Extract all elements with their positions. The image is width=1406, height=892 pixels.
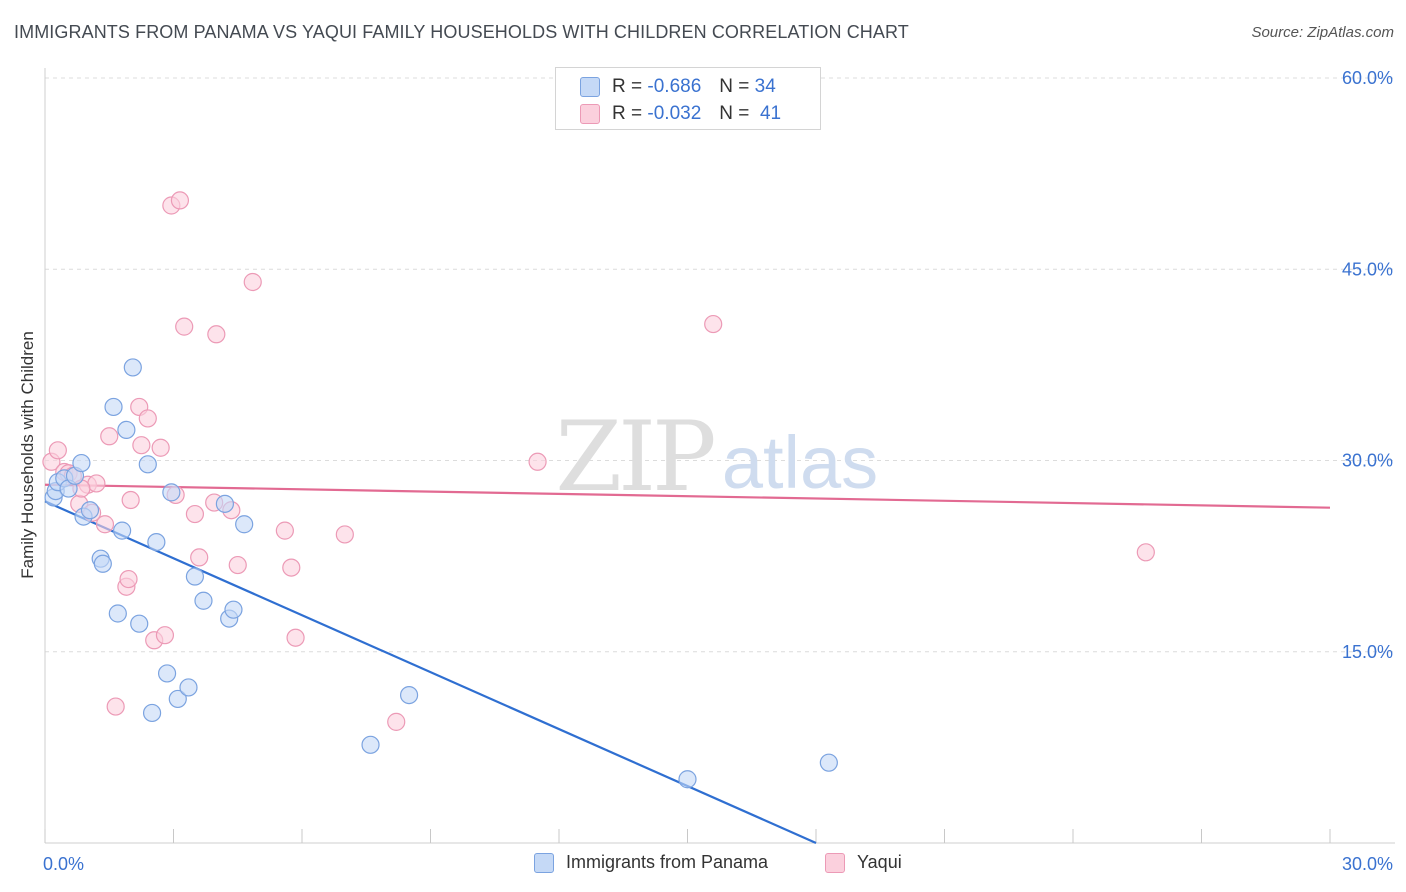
source-credit: Source: ZipAtlas.com: [1251, 24, 1394, 41]
panama-point: [819, 753, 838, 772]
yaqui-point: [207, 325, 226, 344]
yaqui-point: [228, 555, 247, 575]
yaqui-swatch: [580, 104, 600, 124]
legend-row-panama: R = -0.686 N = 34: [580, 74, 776, 100]
panama-swatch: [580, 77, 600, 97]
yaqui-point: [48, 441, 67, 460]
panama-point: [235, 515, 254, 534]
panama-point: [112, 521, 132, 540]
yaqui-point: [170, 191, 190, 210]
r-label: R =: [612, 103, 643, 124]
panama-point: [194, 591, 213, 610]
yaqui-legend-swatch: [825, 852, 845, 873]
y-tick-label: 45.0%: [1342, 259, 1393, 279]
yaqui-point: [282, 558, 301, 577]
panama-point: [361, 735, 380, 754]
panama-point: [104, 397, 123, 417]
yaqui-point: [528, 452, 547, 471]
n-label: N =: [719, 103, 750, 124]
r-label: R =: [612, 76, 643, 97]
panama-point: [117, 420, 136, 439]
yaqui-point: [121, 490, 140, 510]
yaqui-point: [106, 697, 125, 716]
panama-point: [168, 689, 187, 709]
data-points: [42, 191, 1155, 789]
yaqui-trend-line: [44, 483, 1331, 509]
panama-point: [142, 703, 162, 723]
yaqui-point: [704, 314, 723, 334]
series-legend: Immigrants from Panama Yaqui: [0, 852, 1406, 878]
watermark-atlas: atlas: [722, 421, 878, 504]
yaqui-point: [138, 409, 157, 428]
yaqui-point: [1136, 543, 1155, 562]
panama-legend-label: Immigrants from Panama: [566, 852, 769, 872]
chart-title: IMMIGRANTS FROM PANAMA VS YAQUI FAMILY H…: [14, 22, 909, 42]
panama-point: [93, 554, 112, 573]
panama-n-value: 34: [754, 76, 776, 97]
yaqui-point: [387, 712, 406, 731]
yaqui-r-value: -0.032: [647, 103, 702, 124]
panama-point: [157, 664, 177, 683]
panama-r-value: -0.686: [647, 76, 702, 97]
axes: [44, 68, 1395, 844]
x-tick-label: 30.0%: [1342, 854, 1393, 874]
y-tick-label: 60.0%: [1342, 68, 1393, 88]
panama-point: [147, 532, 166, 552]
legend-item-yaqui[interactable]: Yaqui: [825, 852, 902, 873]
panama-point: [185, 567, 205, 586]
yaqui-point: [119, 569, 138, 589]
n-label: N =: [719, 76, 750, 97]
panama-point: [179, 678, 198, 697]
yaqui-n-value: 41: [759, 103, 782, 124]
tick-labels: 15.0% 30.0% 45.0% 60.0% 0.0% 30.0%: [43, 68, 1393, 874]
panama-point: [72, 453, 91, 473]
x-tick-label: 0.0%: [43, 854, 84, 874]
panama-point: [399, 685, 419, 705]
yaqui-point: [100, 427, 119, 446]
yaqui-point: [335, 525, 354, 544]
yaqui-point: [155, 626, 175, 645]
panama-point: [123, 358, 142, 377]
yaqui-point: [95, 515, 115, 534]
yaqui-point: [151, 438, 170, 457]
panama-legend-swatch: [534, 852, 554, 873]
gridlines: [45, 77, 1395, 653]
correlation-legend: R = -0.686 N = 34 R = -0.032 N = 41: [555, 67, 821, 130]
y-tick-label: 30.0%: [1342, 451, 1393, 471]
panama-point: [162, 483, 181, 502]
y-tick-label: 15.0%: [1342, 642, 1393, 662]
yaqui-point: [175, 317, 194, 336]
panama-point: [215, 494, 234, 513]
yaqui-point: [286, 628, 305, 647]
yaqui-point: [275, 521, 294, 540]
yaqui-point: [243, 272, 262, 292]
panama-point: [130, 614, 149, 633]
yaqui-point: [132, 436, 151, 455]
panama-point: [224, 600, 243, 619]
panama-point: [80, 501, 100, 520]
legend-item-panama[interactable]: Immigrants from Panama: [534, 852, 768, 873]
panama-point: [108, 604, 127, 623]
y-axis-label: Family Households with Children: [18, 331, 37, 579]
yaqui-point: [190, 548, 209, 567]
panama-point: [678, 770, 697, 789]
trend-lines: [44, 483, 1331, 845]
legend-row-yaqui: R = -0.032 N = 41: [580, 101, 781, 127]
yaqui-point: [185, 504, 205, 524]
yaqui-legend-label: Yaqui: [857, 852, 902, 872]
panama-point: [138, 455, 157, 474]
